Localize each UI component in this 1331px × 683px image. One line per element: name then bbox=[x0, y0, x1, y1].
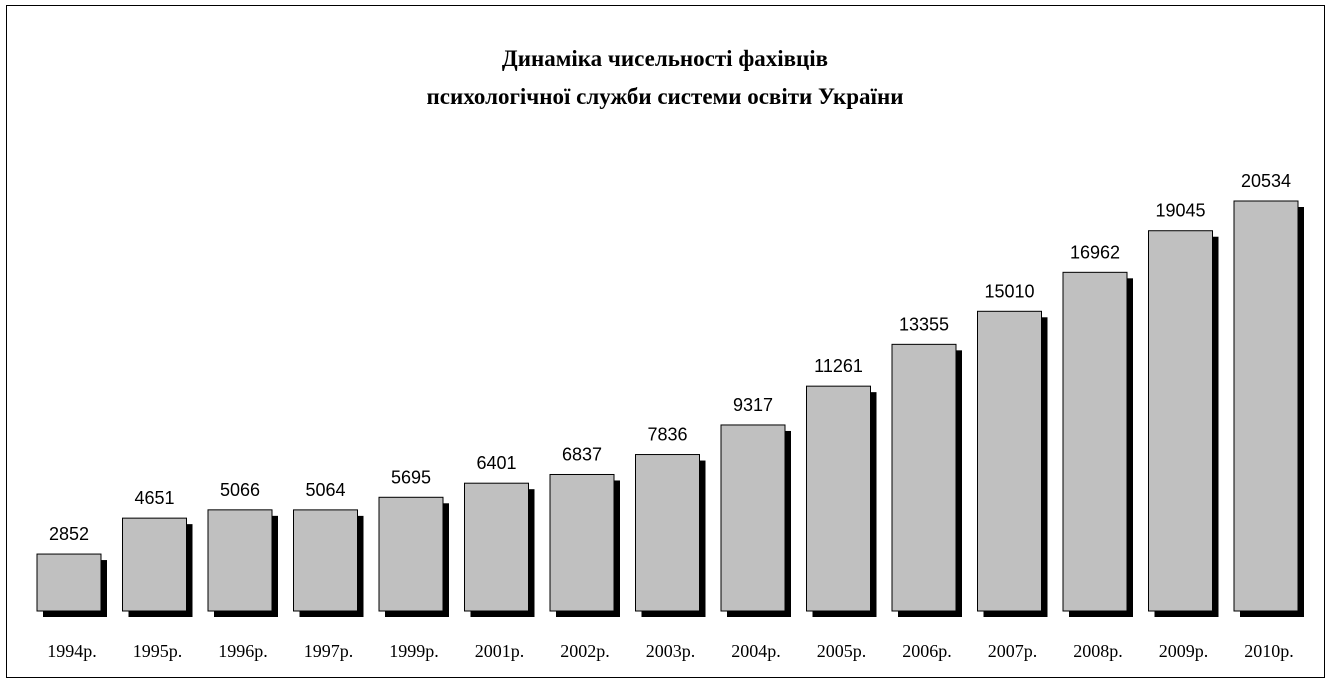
value-label: 6837 bbox=[562, 444, 602, 464]
bar bbox=[891, 343, 957, 612]
x-tick-label: 1995р. bbox=[133, 641, 183, 661]
x-tick-label: 2001р. bbox=[475, 641, 525, 661]
bar bbox=[1148, 230, 1213, 612]
bar bbox=[36, 553, 102, 612]
x-tick-label: 2003р. bbox=[646, 641, 696, 661]
value-label: 7836 bbox=[647, 425, 687, 445]
x-tick-label: 1996р. bbox=[218, 641, 268, 661]
value-label: 5695 bbox=[391, 467, 431, 487]
x-tick-label: 1999р. bbox=[389, 641, 439, 661]
bar bbox=[1233, 200, 1299, 612]
value-label: 20534 bbox=[1241, 171, 1291, 191]
value-label: 4651 bbox=[134, 488, 174, 508]
x-tick-label: 2006р. bbox=[902, 641, 952, 661]
bar bbox=[549, 473, 615, 612]
bar bbox=[1062, 271, 1128, 612]
bar bbox=[378, 496, 444, 612]
bar bbox=[293, 509, 358, 612]
x-tick-label: 2008р. bbox=[1073, 641, 1123, 661]
x-tick-label: 2010р. bbox=[1244, 641, 1294, 661]
value-label: 9317 bbox=[733, 395, 773, 415]
bar bbox=[806, 385, 871, 612]
value-label: 13355 bbox=[899, 314, 949, 334]
bar bbox=[635, 454, 700, 612]
bar bbox=[122, 517, 187, 612]
chart-title: Динаміка чисельності фахівців bbox=[502, 46, 828, 71]
bar bbox=[207, 509, 273, 612]
value-label: 19045 bbox=[1155, 201, 1205, 221]
value-label: 16962 bbox=[1070, 242, 1120, 262]
value-label: 2852 bbox=[49, 524, 89, 544]
value-label: 5066 bbox=[220, 480, 260, 500]
value-label: 11261 bbox=[814, 356, 863, 376]
x-tick-label: 1994р. bbox=[47, 641, 97, 661]
value-label: 5064 bbox=[305, 480, 345, 500]
x-tick-label: 2009р. bbox=[1159, 641, 1209, 661]
chart-title: психологічної служби системи освіти Укра… bbox=[427, 84, 904, 109]
value-label: 6401 bbox=[476, 453, 516, 473]
bar bbox=[464, 482, 529, 612]
x-tick-label: 2007р. bbox=[988, 641, 1038, 661]
value-label: 15010 bbox=[984, 281, 1034, 301]
bar bbox=[720, 424, 786, 612]
x-tick-label: 2005р. bbox=[817, 641, 867, 661]
x-tick-label: 2002р. bbox=[560, 641, 610, 661]
x-tick-label: 2004р. bbox=[731, 641, 781, 661]
x-tick-label: 1997р. bbox=[304, 641, 354, 661]
bar bbox=[977, 310, 1042, 612]
